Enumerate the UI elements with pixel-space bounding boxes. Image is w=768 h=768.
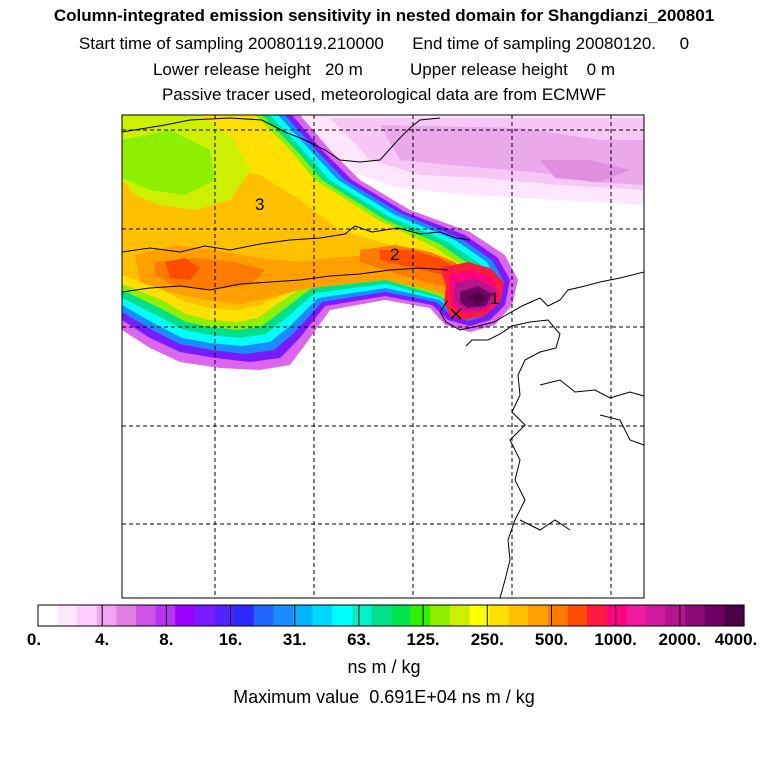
colorbar-tick-label: 8. <box>159 630 173 649</box>
unit-label: ns m / kg <box>347 657 421 677</box>
map-frame <box>121 114 645 599</box>
colorbar-cell <box>469 605 490 626</box>
colorbar-tick-label: 500. <box>535 630 568 649</box>
colorbar-cell <box>116 605 137 626</box>
colorbar-cell <box>685 605 706 626</box>
colorbar-cell <box>704 605 725 626</box>
colorbar-cell <box>273 605 294 626</box>
colorbar-cell <box>626 605 647 626</box>
colorbar-tick-label: 250. <box>471 630 504 649</box>
colorbar-tick-label: 2000. <box>659 630 702 649</box>
colorbar-cell <box>449 605 471 626</box>
colorbar-cell <box>155 605 176 626</box>
colorbar-cell <box>391 605 412 626</box>
colorbar-cell <box>332 605 353 626</box>
colorbar-cell <box>587 605 608 626</box>
colorbar-tick-label: 31. <box>283 630 307 649</box>
colorbar-cell <box>430 605 451 626</box>
colorbar-cell <box>234 605 255 626</box>
colorbar-cell <box>724 605 745 626</box>
colorbar-cell <box>371 605 392 626</box>
colorbar-cell <box>57 605 78 626</box>
colorbar-cell <box>77 605 98 626</box>
colorbar-cell <box>96 605 118 626</box>
colorbar-cell <box>606 605 627 626</box>
colorbar-cell <box>253 605 274 626</box>
colorbar-cell <box>489 605 510 626</box>
maximum-value: Maximum value 0.691E+04 ns m / kg <box>233 687 535 707</box>
map-title: Column-integrated emission sensitivity i… <box>53 6 715 25</box>
colorbar-frame <box>37 604 745 627</box>
tracer-info: Passive tracer used, meteorological data… <box>161 85 607 104</box>
colorbar-cell <box>312 605 333 626</box>
station-marker-icon <box>450 308 462 320</box>
colorbar-tick-label: 125. <box>407 630 440 649</box>
colorbar-cell <box>175 605 196 626</box>
colorbar-cell <box>528 605 549 626</box>
colorbar-tick-label: 4. <box>95 630 109 649</box>
emission-sensitivity-map: 1 2 3 <box>121 114 645 599</box>
colorbar-cell <box>194 605 216 626</box>
colorbar-tick-label: 16. <box>219 630 243 649</box>
colorbar-cell <box>136 605 157 626</box>
colorbar-cell <box>665 605 686 626</box>
colorbar-cell <box>547 605 569 626</box>
colorbar-labels: 0. 4. 8. 16. 31. 63. 125. 250. 500. 1000. 2000. 400… <box>27 630 757 649</box>
colorbar-tick-label: 4000. <box>715 630 758 649</box>
lat-lon-grid <box>122 115 644 598</box>
colorbar-cell <box>292 605 314 626</box>
colorbar-cell <box>410 605 431 626</box>
map-label-3: 3 <box>255 195 264 214</box>
colorbar-cell <box>38 605 59 626</box>
colorbar-cells <box>38 605 745 626</box>
colorbar: 0. 4. 8. 16. 31. 63. 125. 250. 500. 1000. 2000. 400… <box>27 604 757 649</box>
colorbar-cell <box>214 605 235 626</box>
colorbar-tick-label: 1000. <box>594 630 637 649</box>
colorbar-cell <box>351 605 372 626</box>
release-heights: Lower release height 20 m Upper release … <box>152 60 616 79</box>
map-label-2: 2 <box>390 245 399 264</box>
sampling-times: Start time of sampling 20080119.210000 E… <box>78 34 690 53</box>
colorbar-tick-label: 0. <box>27 630 41 649</box>
colorbar-cell <box>508 605 529 626</box>
colorbar-tick-label: 63. <box>347 630 371 649</box>
map-label-1: 1 <box>490 289 499 308</box>
colorbar-cell <box>645 605 667 626</box>
plume-field <box>122 115 644 370</box>
colorbar-cell <box>567 605 588 626</box>
